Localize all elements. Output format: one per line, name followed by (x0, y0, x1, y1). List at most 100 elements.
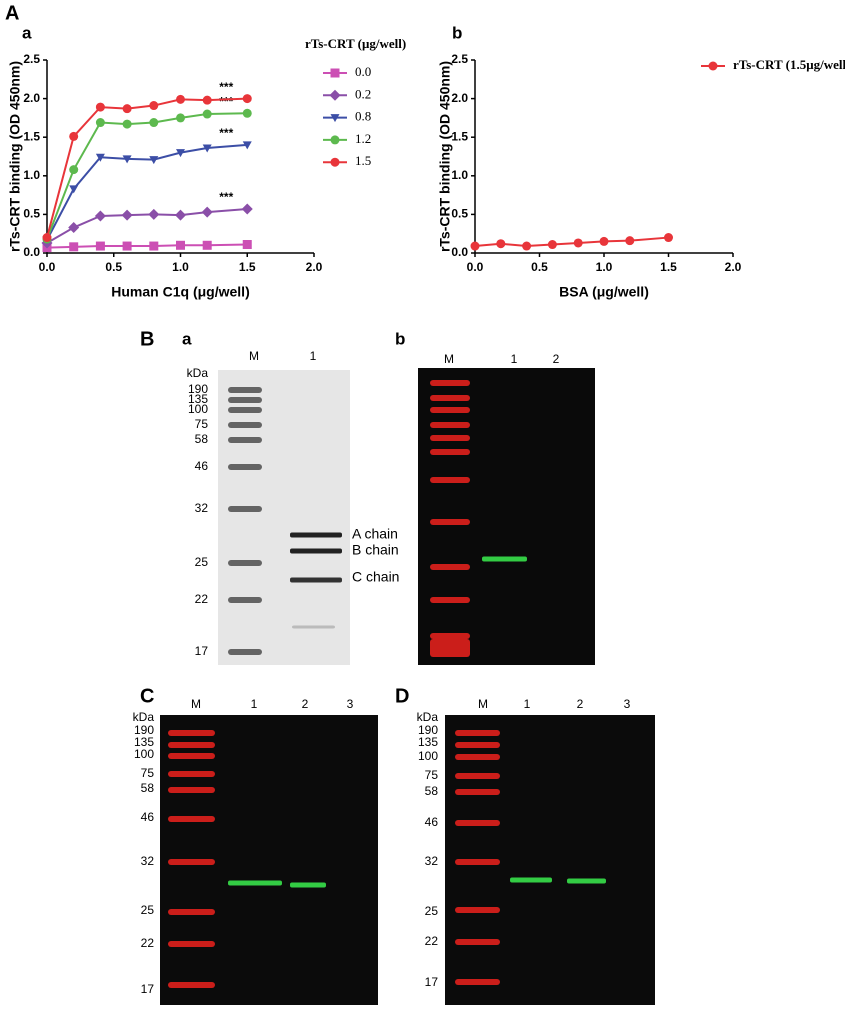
ladder-band (455, 939, 500, 945)
marker (176, 149, 185, 158)
ladder-band (228, 407, 262, 413)
marker (625, 236, 635, 246)
marker-label: 46 (425, 815, 439, 829)
y-tick-label: 2.5 (451, 52, 468, 66)
ladder-band (455, 907, 500, 913)
y-tick-label: 0.0 (23, 245, 40, 259)
y-tick-label: 2.0 (23, 91, 40, 105)
marker (242, 108, 252, 118)
marker (122, 119, 132, 129)
legend-label: 0.8 (355, 109, 371, 124)
lane-label: M (191, 697, 201, 711)
panel-label: b (452, 23, 462, 42)
ladder-band (228, 437, 262, 443)
marker-label: 135 (188, 392, 208, 406)
ladder-band (228, 397, 262, 403)
y-tick-label: 1.0 (451, 168, 468, 182)
x-tick-label: 0.5 (531, 260, 548, 274)
annotation: *** (219, 94, 233, 108)
marker-label: 17 (425, 975, 439, 989)
chain-label: A chain (352, 526, 398, 542)
marker-label: 75 (425, 768, 439, 782)
marker (122, 241, 132, 251)
legend-label: 1.5 (355, 153, 371, 168)
ladder-band (228, 506, 262, 512)
ladder-band (430, 477, 470, 483)
panel-label: a (22, 23, 32, 42)
marker (470, 241, 480, 251)
marker (496, 239, 506, 249)
ladder-band (455, 979, 500, 985)
y-tick-label: 1.5 (23, 129, 40, 143)
marker (69, 242, 79, 252)
marker-label: 190 (134, 723, 154, 737)
marker-label: 58 (141, 781, 155, 795)
ladder-band (228, 597, 262, 603)
marker-label: 32 (425, 854, 439, 868)
marker (330, 157, 340, 167)
x-tick-label: 1.5 (660, 260, 677, 274)
ladder-band (430, 633, 470, 639)
ladder-band (168, 771, 215, 777)
ladder-band (168, 816, 215, 822)
marker-label: 58 (195, 432, 209, 446)
marker (708, 61, 718, 71)
marker-label: kDa (187, 366, 209, 380)
legend-label: 0.0 (355, 64, 371, 79)
marker (330, 114, 340, 123)
marker-label: 75 (195, 417, 209, 431)
marker (176, 240, 185, 250)
panel-letter: C (140, 685, 154, 707)
marker-label: kDa (417, 710, 439, 724)
lane-label: 2 (577, 697, 584, 711)
marker (522, 241, 532, 251)
sample-band (290, 882, 326, 888)
x-tick-label: 0.0 (39, 260, 56, 274)
x-tick-label: 0.5 (105, 260, 122, 274)
ladder-band (455, 730, 500, 736)
annotation: *** (219, 190, 233, 204)
marker (241, 203, 253, 215)
ladder-band (455, 742, 500, 748)
y-tick-label: 0.5 (23, 207, 40, 221)
marker (202, 144, 212, 153)
ladder-band (430, 519, 470, 525)
marker (201, 206, 213, 218)
marker (94, 210, 106, 222)
ladder-band (228, 464, 262, 470)
x-tick-label: 1.0 (172, 260, 189, 274)
ladder-band (228, 649, 262, 655)
marker (202, 95, 212, 105)
marker (95, 102, 105, 112)
y-tick-label: 1.5 (451, 129, 468, 143)
marker-label: 17 (141, 982, 155, 996)
marker (148, 208, 160, 220)
y-tick-label: 2.5 (23, 52, 40, 66)
marker (121, 209, 133, 221)
gel-image (218, 370, 350, 665)
legend-title: rTs-CRT (μg/well) (305, 36, 406, 51)
legend-label: 0.2 (355, 86, 371, 101)
ladder-band (430, 380, 470, 386)
marker-label: 46 (141, 810, 155, 824)
ladder-band (430, 449, 470, 455)
marker-label: 58 (425, 784, 439, 798)
sample-band (292, 625, 335, 629)
marker (149, 101, 159, 111)
lane-label: 2 (553, 352, 560, 366)
marker (202, 240, 212, 250)
x-tick-label: 1.0 (596, 260, 613, 274)
lane-label: M (249, 349, 259, 363)
sample-band (567, 878, 606, 884)
marker-label: 46 (195, 459, 209, 473)
annotation: *** (219, 80, 233, 94)
ladder-band (455, 773, 500, 779)
marker (122, 155, 132, 164)
annotation: *** (219, 126, 233, 140)
ladder-band (455, 754, 500, 760)
sample-band (510, 877, 552, 883)
marker (95, 118, 105, 128)
marker-label: 100 (134, 747, 154, 761)
sample-band (290, 577, 342, 583)
marker (664, 233, 673, 243)
